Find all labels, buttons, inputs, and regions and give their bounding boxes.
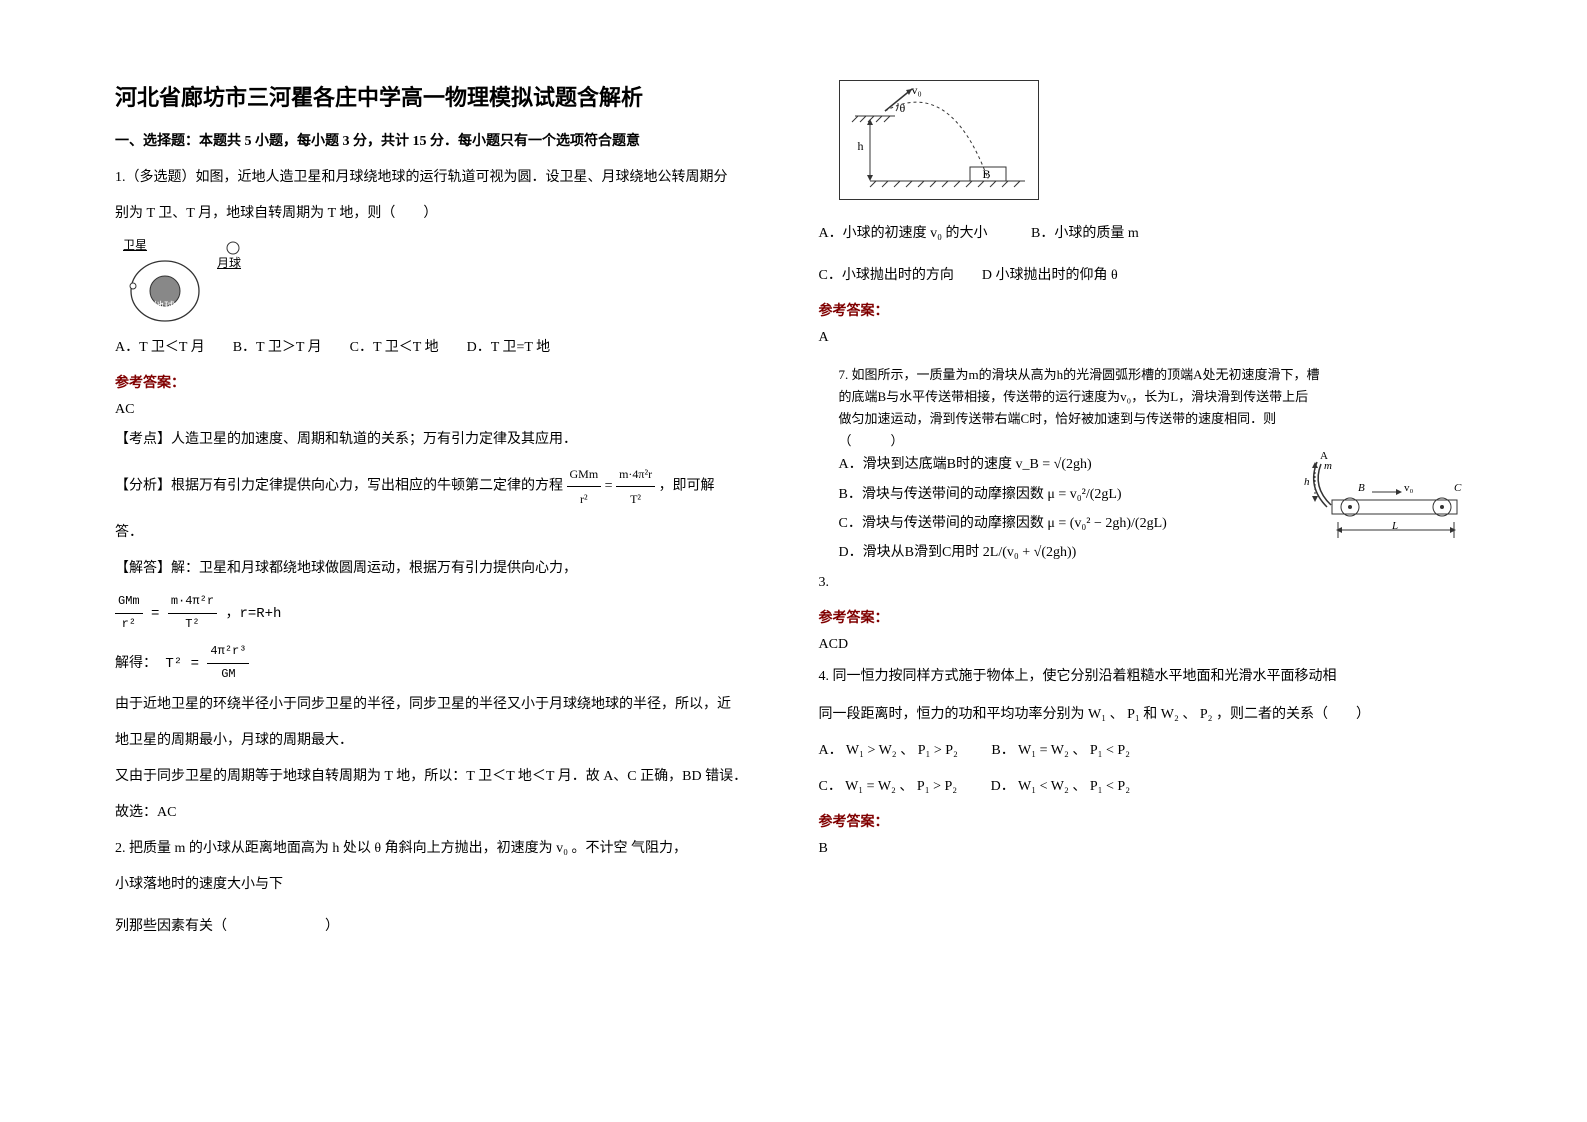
a4-ans: B — [819, 841, 1473, 857]
q3-optB: B．滑块与传送带间的动摩擦因数 μ = v₀²/(2gL) — [839, 482, 1291, 507]
v0-label: v₀ — [912, 83, 922, 98]
q4-optB: B． W₁ = W₂ 、 P₁ < P₂ — [991, 743, 1130, 758]
q3-num: 3. — [819, 569, 1473, 597]
theta-label: θ — [900, 101, 906, 116]
formula-frac2: m·4π²rT² — [616, 462, 655, 511]
a1-solve2: ，r=R+h — [225, 606, 281, 622]
q3-row: 7. 如图所示，一质量为m的滑块从高为h的光滑圆弧形槽的顶端A处无初速度滑下，槽… — [819, 364, 1473, 569]
a2-ans: A — [819, 330, 1473, 346]
a1-solve3: 解得： — [115, 656, 157, 672]
formula-frac1: GMmr² — [567, 462, 602, 511]
L-label: L — [1392, 520, 1398, 532]
q3-stem1: 如图所示，一质量为m的滑块从高为h的光滑圆弧形槽的顶端A处无初速度滑下，槽 — [852, 367, 1320, 382]
a1-point: 【考点】人造卫星的加速度、周期和轨道的关系；万有引力定律及其应用． — [115, 426, 769, 454]
a1-ans: AC — [115, 402, 769, 418]
moon-label: 月球 — [217, 254, 241, 271]
a1-label: 参考答案： — [115, 372, 769, 392]
q4-optD: D． W₁ < W₂ 、 P₁ < P₂ — [991, 779, 1130, 794]
q4-optA: A． W₁ > W₂ 、 P₁ > P₂ — [819, 743, 958, 758]
a1-analysis2: ，即可解 — [659, 479, 715, 494]
a1-solve5: 地卫星的周期最小，月球的周期最大． — [115, 727, 769, 755]
a3-label: 参考答案： — [819, 607, 1473, 627]
q2-diagram: v₀ θ h B — [839, 80, 1039, 200]
B-label: B — [983, 167, 991, 182]
q3-diagram: A m h B v₀ C L — [1302, 452, 1472, 552]
a1-solve4: 由于近地卫星的环绕半径小于同步卫星的半径，同步卫星的半径又小于月球绕地球的半径，… — [115, 691, 769, 719]
q3-box-label: 7. — [839, 367, 849, 382]
q3-opts: A．滑块到达底端B时的速度 v_B = √(2gh) B．滑块与传送带间的动摩擦… — [839, 452, 1291, 569]
q2-optCD: C．小球抛出时的方向 D 小球抛出时的仰角 θ — [819, 262, 1473, 290]
a1-solve7: 故选：AC — [115, 799, 769, 827]
m-label: m — [1324, 460, 1332, 472]
q4-stem2: 同一段距离时，恒力的功和平均功率分别为 W₁ 、 P₁ 和 W₂ 、 P₂ ，则… — [819, 701, 1473, 729]
right-column: v₀ θ h B A．小球的初速度 v₀ 的大小 B．小球的质量 m C．小球抛… — [794, 80, 1498, 1042]
q2-optB: B．小球的质量 m — [1031, 226, 1139, 241]
q1-diagram: 卫星 月球 地球 — [125, 236, 255, 326]
B3-label: B — [1358, 482, 1365, 494]
a1-analysis3: 答． — [115, 519, 769, 547]
q3-text: 7. 如图所示，一质量为m的滑块从高为h的光滑圆弧形槽的顶端A处无初速度滑下，槽… — [819, 364, 1473, 569]
q3-stem2: 的底端B与水平传送带相接，传送带的运行速度为v₀，长为L，滑块滑到传送带上后 — [839, 389, 1309, 404]
a1-solve6: 又由于同步卫星的周期等于地球自转周期为 T 地，所以：T 卫＜T 地＜T 月．故… — [115, 763, 769, 791]
q3-stem3: 做匀加速运动，滑到传送带右端C时，恰好被加速到与传送带的速度相同．则 — [839, 411, 1277, 426]
q3-stem: 7. 如图所示，一质量为m的滑块从高为h的光滑圆弧形槽的顶端A处无初速度滑下，槽… — [839, 364, 1473, 452]
v03-label: v₀ — [1404, 482, 1413, 494]
earth-label: 地球 — [153, 298, 175, 314]
a1-solve1: 【解答】解：卫星和月球都绕地球做圆周运动，根据万有引力提供向心力， — [115, 555, 769, 583]
section-header: 一、选择题：本题共 5 小题，每小题 3 分，共计 15 分．每小题只有一个选项… — [115, 130, 769, 150]
h-label: h — [858, 139, 864, 154]
q4-optC: C． W₁ = W₂ 、 P₁ > P₂ — [819, 779, 958, 794]
a1-analysis1: 【分析】根据万有引力定律提供向心力，写出相应的牛顿第二定律的方程 — [115, 479, 563, 494]
left-column: 河北省廊坊市三河瞿各庄中学高一物理模拟试题含解析 一、选择题：本题共 5 小题，… — [90, 80, 794, 1042]
sat-label: 卫星 — [123, 236, 147, 253]
q2-optAB: A．小球的初速度 v₀ 的大小 B．小球的质量 m — [819, 220, 1473, 248]
q1-stem1: 1.（多选题）如图，近地人造卫星和月球绕地球的运行轨道可视为圆．设卫星、月球绕地… — [115, 164, 769, 192]
q3-optC: C．滑块与传送带间的动摩擦因数 μ = (v₀² − 2gh)/(2gL) — [839, 511, 1291, 536]
q4-optAB: A． W₁ > W₂ 、 P₁ > P₂ B． W₁ = W₂ 、 P₁ < P… — [819, 737, 1473, 765]
q2-stem1: 2. 把质量 m 的小球从距离地面高为 h 处以 θ 角斜向上方抛出，初速度为 … — [115, 835, 769, 863]
a4-label: 参考答案： — [819, 811, 1473, 831]
C-label: C — [1454, 482, 1461, 494]
q2-stem2: 小球落地时的速度大小与下 — [115, 871, 769, 899]
q4-optCD: C． W₁ = W₂ 、 P₁ > P₂ D． W₁ < W₂ 、 P₁ < P… — [819, 773, 1473, 801]
projectile-diagram — [840, 81, 1038, 199]
q3-optA: A．滑块到达底端B时的速度 v_B = √(2gh) — [839, 452, 1291, 477]
q3-stem4: （ ） — [839, 433, 904, 448]
a2-label: 参考答案： — [819, 300, 1473, 320]
q4-stem1: 4. 同一恒力按同样方式施于物体上，使它分别沿着粗糙水平地面和光滑水平面移动相 — [819, 663, 1473, 691]
q3-optD: D．滑块从B滑到C用时 2L/(v₀ + √(2gh)) — [839, 540, 1291, 565]
q1-stem2: 别为 T 卫、T 月，地球自转周期为 T 地，则（ ） — [115, 200, 769, 228]
a1-formula2: 解得： T² = 4π²r³GM — [115, 641, 769, 685]
q1-opts: A．T 卫＜T 月 B．T 卫＞T 月 C．T 卫＜T 地 D．T 卫=T 地 — [115, 334, 769, 362]
q2-optA: A．小球的初速度 v₀ 的大小 — [819, 226, 988, 241]
a1-formula1: GMmr² = m·4π²rT² ，r=R+h — [115, 591, 769, 635]
a1-analysis: 【分析】根据万有引力定律提供向心力，写出相应的牛顿第二定律的方程 GMmr² =… — [115, 462, 769, 511]
page-title: 河北省廊坊市三河瞿各庄中学高一物理模拟试题含解析 — [115, 80, 769, 112]
q2-stem3: 列那些因素有关（ ） — [115, 913, 769, 941]
a3-ans: ACD — [819, 637, 1473, 653]
h3-label: h — [1304, 476, 1310, 488]
